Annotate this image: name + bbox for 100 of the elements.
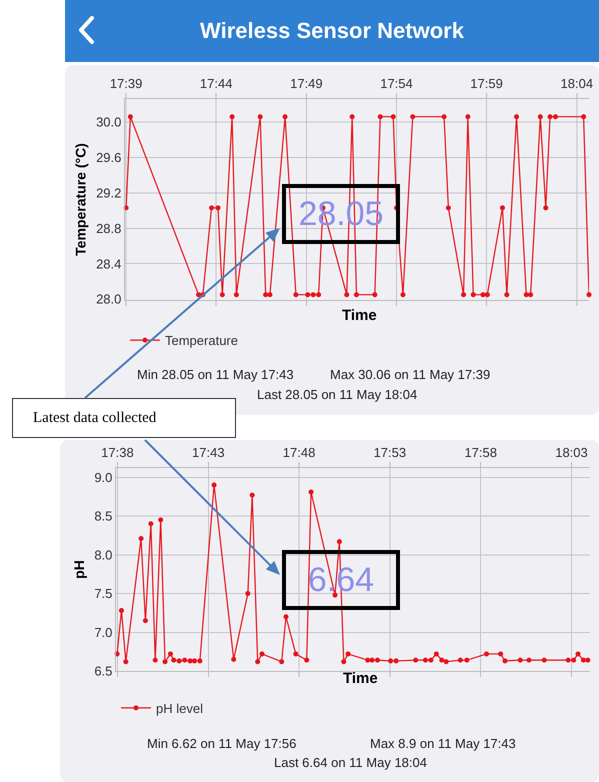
point [212, 482, 217, 488]
point [552, 114, 558, 120]
y-tick-label: 7.5 [94, 586, 112, 602]
point [504, 292, 510, 298]
point [209, 205, 214, 210]
x-tick-label: 17:43 [192, 444, 225, 460]
point [250, 492, 255, 498]
point [346, 651, 351, 656]
point [378, 114, 383, 120]
point [255, 659, 260, 664]
y-tick-label: 7.0 [94, 624, 112, 640]
point [400, 292, 406, 298]
y-tick-label: 9.0 [94, 470, 112, 485]
point [336, 539, 342, 544]
point [542, 658, 547, 663]
point [308, 490, 314, 495]
x-tick-label: 17:38 [101, 444, 134, 460]
point [344, 292, 350, 298]
point [444, 659, 449, 664]
legend-label: Temperature [165, 333, 238, 348]
y-tick-label: 8.0 [94, 547, 112, 562]
point [267, 292, 272, 298]
point [245, 591, 250, 596]
point [524, 292, 529, 298]
point [465, 114, 470, 120]
point [390, 114, 396, 120]
point [458, 658, 463, 663]
point [171, 658, 176, 663]
point [188, 658, 193, 664]
point [182, 658, 188, 663]
y-axis-title: pH [70, 560, 87, 579]
point [581, 114, 586, 120]
y-tick-label: 6.5 [94, 664, 112, 679]
point [350, 114, 355, 120]
point [162, 659, 168, 664]
point [370, 658, 375, 663]
y-tick-label: 29.6 [96, 150, 122, 165]
point [234, 292, 239, 298]
x-tick-label: 17:59 [470, 76, 503, 91]
point [197, 658, 202, 664]
point [263, 292, 268, 298]
point [413, 658, 418, 663]
point [279, 659, 284, 664]
point [148, 521, 154, 526]
text: Latest data collected [12, 398, 236, 438]
point [410, 114, 416, 120]
text: Min 6.62 on 11 May 17:56 [147, 736, 296, 751]
point [576, 651, 581, 656]
x-axis-title: Time [342, 307, 377, 324]
point [526, 658, 532, 663]
point [528, 292, 534, 298]
point [158, 517, 164, 522]
legend-label: pH level [156, 700, 204, 716]
point [439, 658, 444, 663]
x-tick-label: 17:58 [464, 444, 497, 460]
text: Max 8.9 on 11 May 17:43 [370, 736, 516, 751]
text: Min 28.05 on 11 May 17:43 [137, 367, 294, 382]
point [152, 658, 158, 663]
y-tick-label: 30.0 [96, 114, 122, 130]
point [192, 658, 197, 664]
point [470, 292, 476, 298]
point [118, 608, 124, 614]
y-tick-label: 29.2 [96, 185, 122, 200]
point [484, 651, 489, 656]
chart-title: Wireless Sensor Network [200, 18, 464, 44]
point [282, 114, 288, 120]
point [461, 292, 466, 298]
point [585, 658, 590, 663]
point [543, 205, 548, 210]
point [310, 292, 316, 298]
y-tick-label: 8.5 [94, 508, 112, 524]
point [464, 658, 470, 663]
point [293, 292, 298, 298]
point [518, 658, 523, 663]
point [305, 292, 310, 298]
y-axis-title: Temperature (°C) [72, 143, 89, 256]
y-tick-label: 28.8 [96, 220, 122, 236]
point [500, 205, 505, 210]
x-tick-label: 18:03 [555, 444, 588, 460]
point [548, 114, 553, 120]
point [354, 292, 359, 298]
point [571, 658, 576, 663]
point [580, 658, 586, 663]
point [514, 114, 520, 120]
point [341, 659, 346, 664]
x-tick-label: 17:49 [290, 76, 323, 91]
x-tick-label: 17:48 [282, 444, 316, 460]
text: Max 30.06 on 11 May 17:39 [330, 367, 490, 382]
point [293, 651, 298, 656]
point [216, 205, 221, 210]
point [434, 651, 439, 656]
point [304, 658, 310, 663]
point [498, 651, 504, 656]
point [484, 292, 490, 298]
point [365, 658, 370, 663]
point [260, 651, 265, 656]
point [566, 658, 571, 663]
point [446, 205, 451, 210]
x-tick-label: 17:54 [380, 76, 413, 91]
point [480, 292, 486, 298]
